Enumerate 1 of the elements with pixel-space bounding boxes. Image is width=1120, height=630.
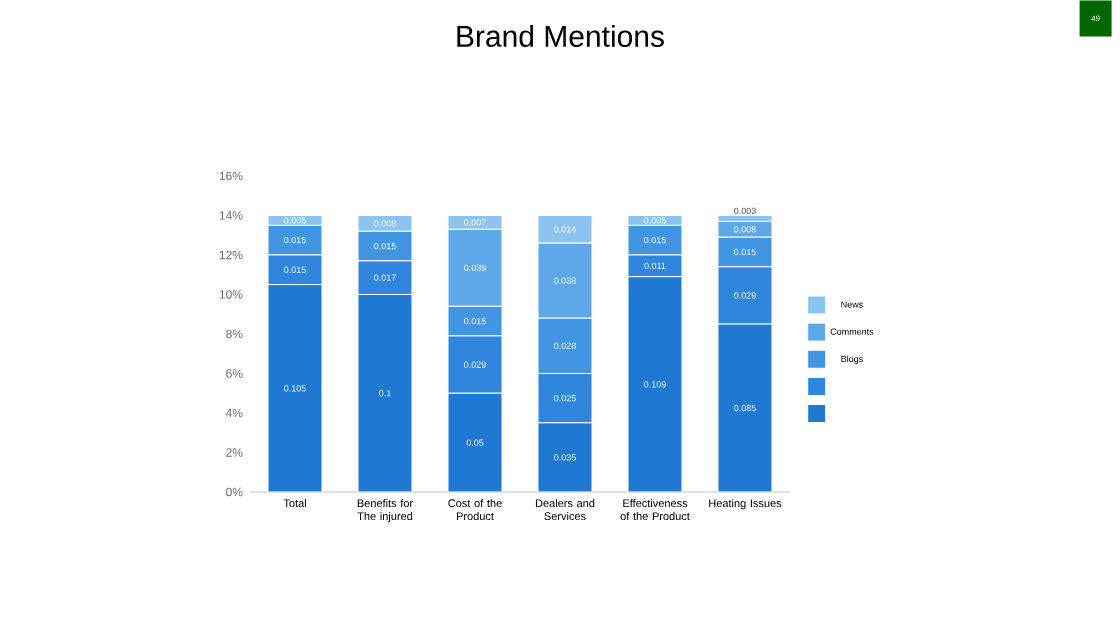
chart-title: Brand Mentions [457, 24, 664, 47]
